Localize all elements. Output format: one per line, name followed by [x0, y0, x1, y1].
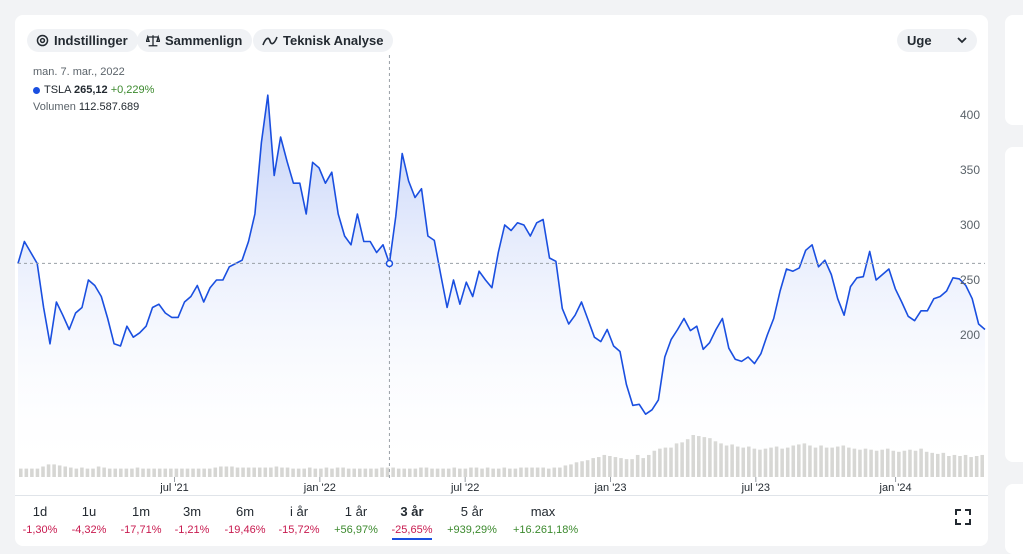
tooltip-price-row: TSLA 265,12 +0,229%: [33, 84, 154, 96]
y-tick-label: 200: [960, 328, 980, 342]
tooltip-symbol: TSLA: [44, 84, 71, 96]
settings-label: Indstillinger: [54, 33, 128, 48]
range-label: 6m: [235, 504, 255, 519]
x-tick-label: jul '22: [450, 482, 479, 494]
range-label: 5 år: [460, 504, 484, 519]
range-max[interactable]: max +16.261,18%: [513, 504, 579, 536]
y-tick-label: 400: [960, 108, 980, 122]
y-tick-label: 350: [960, 163, 980, 177]
range-change: +939,29%: [447, 524, 497, 536]
crosshair-point: [385, 259, 394, 268]
range-change: -4,32%: [71, 524, 107, 536]
range-label: 3 år: [400, 504, 424, 519]
active-range-indicator: [392, 538, 432, 540]
y-tick-label: 300: [960, 218, 980, 232]
range-1d[interactable]: 1d -1,30%: [10, 504, 70, 536]
range-3m[interactable]: 3m -1,21%: [162, 504, 222, 536]
price-area: [18, 95, 985, 477]
range-label: 1 år: [344, 504, 368, 519]
settings-icon: [36, 34, 49, 47]
range-3-år[interactable]: 3 år -25,65%: [382, 504, 442, 540]
range-change: -17,71%: [120, 524, 162, 536]
interval-label: Uge: [907, 33, 932, 48]
range-label: 1u: [81, 504, 97, 519]
side-panel-bottom: [1005, 484, 1023, 554]
technical-analysis-label: Teknisk Analyse: [283, 33, 384, 48]
range-label: 1m: [131, 504, 151, 519]
range-label: 1d: [32, 504, 48, 519]
tooltip-volume-value: 112.587.689: [78, 101, 140, 113]
range-change: +56,97%: [334, 524, 378, 536]
x-tick-label: jan '23: [593, 482, 626, 494]
range-change: -19,46%: [224, 524, 266, 536]
x-tick-label: jan '24: [879, 482, 912, 494]
series-dot-icon: [33, 86, 40, 94]
interval-select[interactable]: Uge: [897, 29, 977, 52]
range-5-år[interactable]: 5 år +939,29%: [442, 504, 502, 536]
chevron-down-icon: [957, 37, 967, 44]
range-change: -15,72%: [278, 524, 320, 536]
range-change: -25,65%: [391, 524, 433, 536]
tooltip-volume-label: Volumen: [33, 101, 76, 113]
range-change: +16.261,18%: [513, 524, 579, 536]
range-i-år[interactable]: i år -15,72%: [269, 504, 329, 536]
price-line: [17, 94, 986, 415]
trend-line-icon: [262, 36, 278, 45]
range-change: -1,21%: [174, 524, 210, 536]
scale-icon: [146, 34, 160, 47]
range-6m[interactable]: 6m -19,46%: [215, 504, 275, 536]
side-panel-middle: [1005, 147, 1023, 462]
range-label: i år: [289, 504, 309, 519]
tooltip-price: 265,12: [73, 84, 108, 96]
x-tick-label: jul '21: [159, 482, 188, 494]
y-tick-label: 250: [960, 273, 980, 287]
range-1u[interactable]: 1u -4,32%: [59, 504, 119, 536]
x-tick-label: jan '22: [303, 482, 336, 494]
technical-analysis-button[interactable]: Teknisk Analyse: [253, 29, 394, 52]
x-tick-label: jul '23: [741, 482, 770, 494]
tooltip-change: +0,229%: [110, 84, 155, 96]
compare-label: Sammenlign: [165, 33, 243, 48]
range-1-år[interactable]: 1 år +56,97%: [326, 504, 386, 536]
compare-button[interactable]: Sammenlign: [137, 29, 253, 52]
side-panel-top: [1005, 15, 1023, 125]
fullscreen-icon: [955, 509, 971, 525]
range-label: max: [530, 504, 556, 519]
fullscreen-button[interactable]: [955, 509, 971, 525]
settings-button[interactable]: Indstillinger: [27, 29, 138, 52]
tooltip-date: man. 7. mar., 2022: [33, 66, 125, 78]
range-change: -1,30%: [22, 524, 58, 536]
range-divider: [15, 495, 988, 496]
range-label: 3m: [182, 504, 202, 519]
range-1m[interactable]: 1m -17,71%: [111, 504, 171, 536]
tooltip-volume-row: Volumen 112.587.689: [33, 101, 139, 113]
